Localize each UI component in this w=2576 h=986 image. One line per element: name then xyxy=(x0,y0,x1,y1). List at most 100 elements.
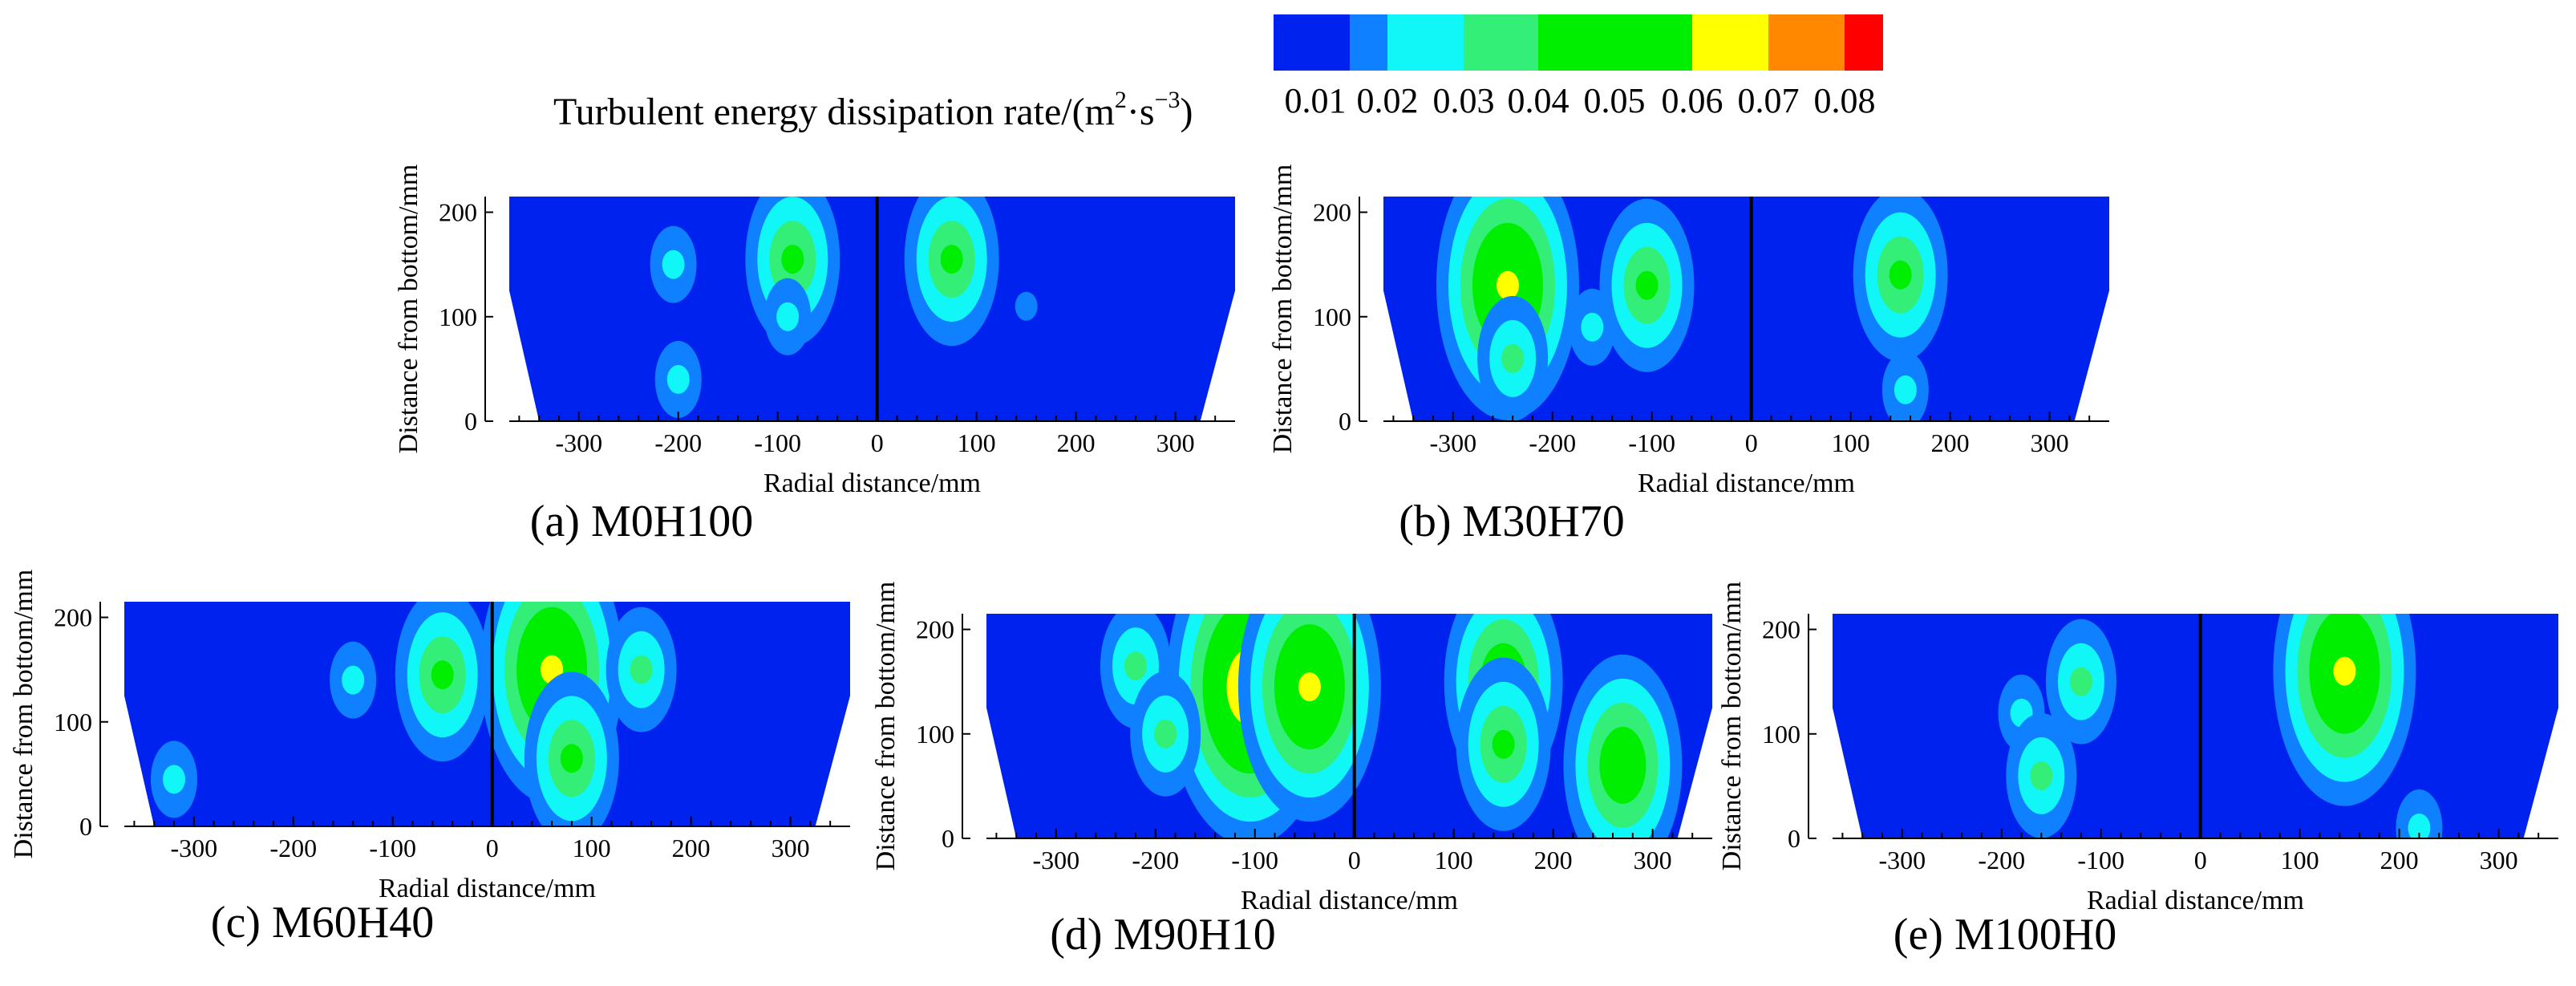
contour-level xyxy=(1015,291,1038,321)
x-tick-label: 0 xyxy=(486,834,499,862)
x-tick-label: 200 xyxy=(1931,428,1970,457)
x-tick-label: -300 xyxy=(555,428,602,457)
contour-level xyxy=(431,660,454,690)
y-axis-label: Distance from bottom/mm xyxy=(394,164,423,454)
colorbar-tick-label: 0.02 xyxy=(1356,81,1419,120)
colorbar: 0.01 0.02 0.03 0.04 0.05 0.06 0.07 0.08 Turbule… xyxy=(0,0,2576,160)
colorbar-segment xyxy=(1274,14,1350,71)
colorbar-tick-label: 0.08 xyxy=(1813,81,1876,120)
x-tick-label: 200 xyxy=(672,834,711,862)
contour-level xyxy=(1492,729,1515,759)
y-tick-label: 0 xyxy=(1339,407,1351,436)
x-tick-label: 0 xyxy=(1745,428,1758,457)
y-tick-label: 0 xyxy=(942,824,954,853)
x-tick-label: -100 xyxy=(369,834,416,862)
x-tick-label: 200 xyxy=(1057,428,1096,457)
panel-b-svg: -300 -200 -100 0 100 200 300 0 100 200 Radial dist… xyxy=(1268,164,2109,498)
y-axis-label: Distance from bottom/mm xyxy=(1717,582,1747,871)
contour-level xyxy=(2333,656,2356,686)
y-axis-label: Distance from bottom/mm xyxy=(9,570,38,859)
contour-level xyxy=(1124,651,1147,681)
contour-level xyxy=(662,250,685,279)
colorbar-title-sup1: 2 xyxy=(1114,87,1127,113)
colorbar-tick-label: 0.06 xyxy=(1661,81,1723,120)
contour-level xyxy=(2030,761,2053,790)
caption-a: (a) M0H100 xyxy=(529,497,754,546)
y-tick-label: 0 xyxy=(464,407,477,436)
contour-level xyxy=(781,245,804,274)
colorbar-title-mid: ·s xyxy=(1126,91,1155,133)
x-tick-label: 100 xyxy=(1435,846,1473,874)
y-tick-label: 200 xyxy=(916,615,954,644)
panel-a: -300 -200 -100 0 100 200 300 0 100 200 Radial dist… xyxy=(377,148,1275,498)
x-tick-label: -300 xyxy=(1429,428,1476,457)
contour-level xyxy=(1581,312,1604,342)
caption-c: (c) M60H40 xyxy=(210,898,435,947)
colorbar-segment xyxy=(1464,14,1538,71)
x-tick-label: 100 xyxy=(1832,428,1870,457)
x-tick-label: -100 xyxy=(754,428,801,457)
x-tick-label: 300 xyxy=(2480,846,2518,874)
contour-level xyxy=(630,655,653,684)
contour-level xyxy=(776,302,800,331)
contour-level xyxy=(2408,813,2431,838)
contour-field xyxy=(124,602,850,826)
colorbar-segment xyxy=(1692,14,1768,71)
y-tick-label: 100 xyxy=(1313,302,1351,331)
caption-e: (e) M100H0 xyxy=(1893,910,2117,960)
contour-level xyxy=(1611,750,1634,780)
contour-level xyxy=(2069,667,2092,696)
x-axis-label: Radial distance/mm xyxy=(1241,886,1458,915)
x-tick-label: -200 xyxy=(1132,846,1179,874)
panel-d: -300 -200 -100 0 100 200 300 0 100 200 Radial dist… xyxy=(862,562,1728,915)
colorbar-segment xyxy=(1387,14,1464,71)
panel-c: -300 -200 -100 0 100 200 300 0 100 200 Radial dist… xyxy=(0,554,866,903)
contour-level xyxy=(1635,270,1659,300)
x-tick-label: -100 xyxy=(1231,846,1278,874)
contour-level xyxy=(666,364,690,394)
x-tick-label: -200 xyxy=(1529,428,1576,457)
contour-level xyxy=(1894,375,1917,404)
contour-level xyxy=(1889,260,1912,290)
x-tick-label: -300 xyxy=(1878,846,1926,874)
contour-background xyxy=(509,197,1235,421)
contour-level xyxy=(1501,343,1525,373)
colorbar-segment xyxy=(1350,14,1387,71)
colorbar-tick-label: 0.03 xyxy=(1432,81,1495,120)
y-tick-label: 200 xyxy=(1762,615,1800,644)
colorbar-title-sup2: −3 xyxy=(1154,87,1181,113)
x-axis-label: Radial distance/mm xyxy=(1638,469,1855,498)
panel-e-svg: -300 -200 -100 0 100 200 300 0 100 200 Radial dist… xyxy=(1717,582,2558,915)
contour-field xyxy=(1833,614,2558,838)
x-tick-label: 100 xyxy=(958,428,996,457)
x-tick-label: -200 xyxy=(269,834,317,862)
contour-background xyxy=(1833,614,2558,838)
y-tick-label: 200 xyxy=(1313,198,1351,227)
colorbar-title-text: Turbulent energy dissipation rate/(m xyxy=(553,91,1115,133)
x-axis-label: Radial distance/mm xyxy=(2087,886,2304,915)
colorbar-segment xyxy=(1618,14,1692,71)
y-tick-label: 100 xyxy=(916,720,954,749)
x-tick-label: -200 xyxy=(654,428,702,457)
x-axis-label: Radial distance/mm xyxy=(379,874,596,903)
caption-b: (b) M30H70 xyxy=(1399,497,1625,546)
colorbar-tick-label: 0.04 xyxy=(1507,81,1569,120)
x-tick-label: -100 xyxy=(2077,846,2124,874)
colorbar-segment xyxy=(1845,14,1883,71)
panel-a-svg: -300 -200 -100 0 100 200 300 0 100 200 Radial dist… xyxy=(394,164,1235,498)
panel-b: -300 -200 -100 0 100 200 300 0 100 200 Radial dist… xyxy=(1251,148,2149,498)
x-tick-label: 100 xyxy=(2281,846,2319,874)
colorbar-tick-label: 0.01 xyxy=(1284,81,1347,120)
contour-level xyxy=(1298,672,1321,702)
y-tick-label: 200 xyxy=(54,603,92,632)
colorbar-tick-label: 0.05 xyxy=(1583,81,1646,120)
contour-level xyxy=(1154,719,1177,749)
caption-d: (d) M90H10 xyxy=(1050,910,1276,960)
x-tick-label: 0 xyxy=(1348,846,1361,874)
x-tick-label: -300 xyxy=(170,834,217,862)
contour-level xyxy=(342,665,365,695)
contour-field xyxy=(509,197,1235,421)
x-tick-label: 100 xyxy=(573,834,611,862)
colorbar-title-close: ) xyxy=(1180,91,1193,133)
contour-level xyxy=(940,245,963,274)
